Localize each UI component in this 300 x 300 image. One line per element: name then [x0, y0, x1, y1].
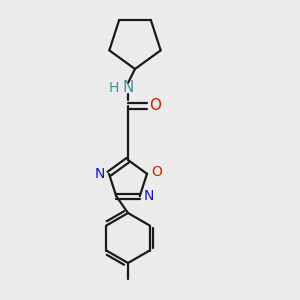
Text: O: O [151, 165, 162, 179]
Text: N: N [144, 189, 154, 203]
Text: H: H [109, 81, 119, 95]
Text: O: O [149, 98, 161, 112]
Text: N: N [122, 80, 134, 95]
Text: N: N [94, 167, 105, 181]
